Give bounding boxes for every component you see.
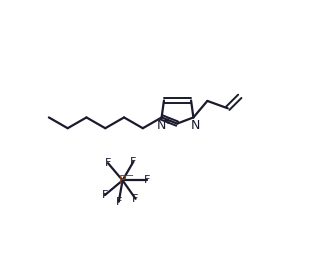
Text: −: − (125, 172, 134, 181)
Text: F: F (102, 190, 108, 200)
Text: F: F (105, 158, 111, 168)
Text: F: F (130, 157, 137, 167)
Text: F: F (132, 194, 139, 204)
Text: +: + (164, 116, 172, 126)
Text: F: F (116, 197, 122, 207)
Text: P: P (119, 174, 126, 187)
Text: N: N (190, 119, 200, 132)
Text: N: N (157, 119, 166, 132)
Text: F: F (144, 175, 150, 185)
